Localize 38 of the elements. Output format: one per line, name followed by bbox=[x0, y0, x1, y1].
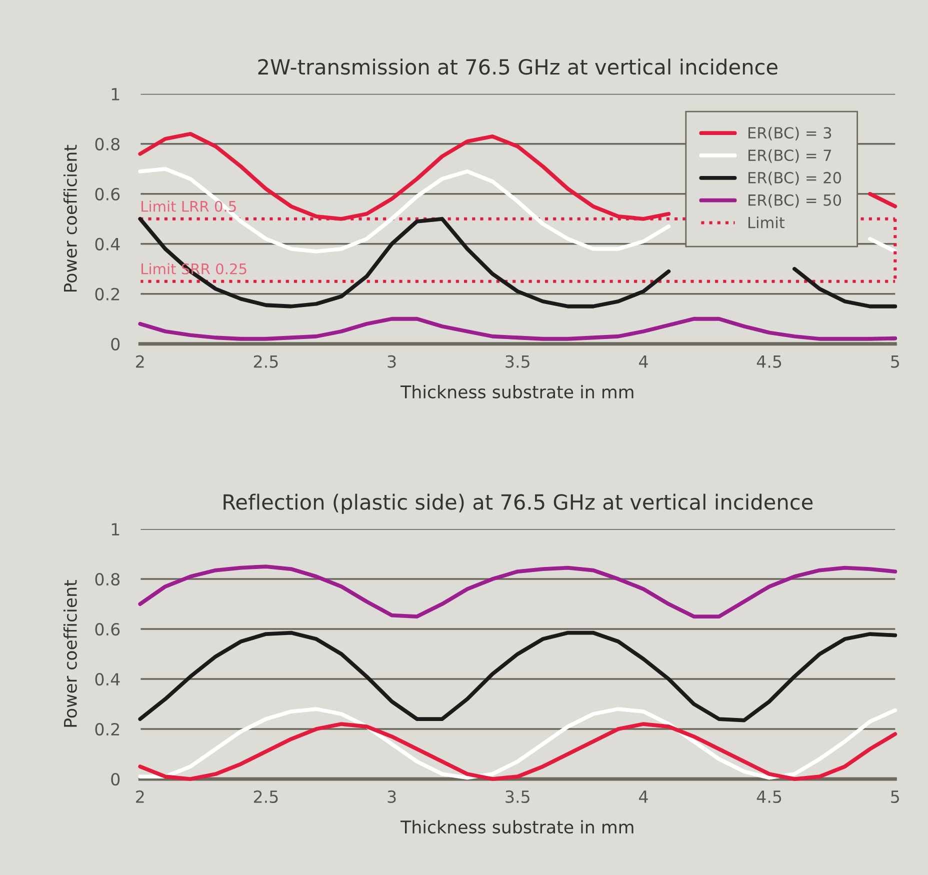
x-tick-label: 4 bbox=[638, 790, 648, 803]
x-tick-label: 2.5 bbox=[254, 355, 278, 368]
y-tick-label: 0.4 bbox=[95, 672, 120, 686]
x-tick-label: 5 bbox=[891, 356, 899, 368]
y-tick-label: 0 bbox=[111, 338, 120, 350]
x-tick-label: 4 bbox=[638, 356, 648, 368]
legend-label: Limit bbox=[748, 216, 785, 228]
x-axis-title: Thickness substrate in mm bbox=[400, 385, 634, 398]
y-tick-label: 0.6 bbox=[95, 622, 120, 636]
x-tick-label: 3.5 bbox=[506, 355, 530, 368]
y-tick-label: 1 bbox=[112, 523, 120, 536]
y-tick-label: 0 bbox=[111, 772, 120, 786]
x-tick-label: 2 bbox=[136, 355, 144, 368]
y-tick-label: 0.8 bbox=[95, 572, 120, 586]
x-tick-label: 3.5 bbox=[506, 790, 530, 804]
y-tick-label: 0.8 bbox=[95, 138, 120, 150]
legend-label: ER(BC) = 20 bbox=[748, 172, 842, 186]
legend-label: ER(BC) = 7 bbox=[748, 149, 832, 163]
x-axis-title: Thickness substrate in mm bbox=[400, 820, 634, 834]
y-tick-label: 0.2 bbox=[95, 288, 120, 300]
y-axis-title: Power coefficient bbox=[63, 580, 77, 727]
x-tick-label: 2.5 bbox=[254, 790, 278, 804]
legend-label: ER(BC) = 3 bbox=[748, 126, 832, 140]
ref-line-label: Limit LRR 0.5 bbox=[142, 200, 236, 212]
y-tick-label: 0.2 bbox=[95, 722, 120, 736]
x-tick-label: 4.5 bbox=[756, 790, 782, 804]
y-axis-title: Power coefficient bbox=[63, 144, 77, 292]
y-tick-label: 0.4 bbox=[95, 238, 120, 250]
chart-title: 2W-transmission at 76.5 GHz at vertical incidence bbox=[258, 58, 778, 75]
x-tick-label: 4.5 bbox=[756, 356, 782, 368]
y-tick-label: 1 bbox=[112, 88, 120, 100]
x-tick-label: 5 bbox=[891, 790, 899, 804]
y-tick-label: 0.6 bbox=[95, 188, 120, 200]
x-tick-label: 3 bbox=[388, 790, 396, 804]
legend-label: ER(BC) = 50 bbox=[748, 194, 842, 208]
x-tick-label: 3 bbox=[388, 355, 396, 368]
x-tick-label: 2 bbox=[136, 790, 144, 803]
chart-title: Reflection (plastic side) at 76.5 GHz at vertical incidence bbox=[224, 494, 813, 514]
